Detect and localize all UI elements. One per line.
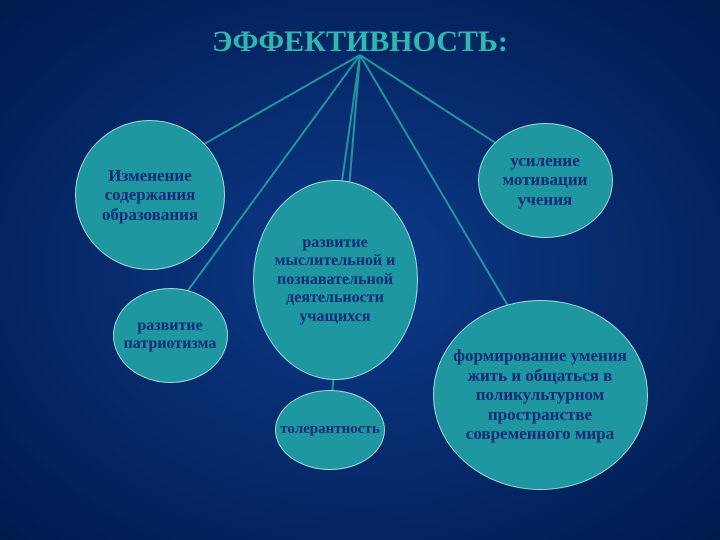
node-n3: развитие мыслительной и познавательной д… [253, 180, 418, 380]
node-n1: Изменение содержания образования [75, 120, 225, 270]
node-n5: усиление мотивации учения [478, 123, 613, 238]
node-n4: толерантность [275, 390, 385, 470]
node-label: Изменение содержания образования [86, 166, 214, 225]
node-label: развитие мыслительной и познавательной д… [264, 234, 407, 326]
node-label: развитие патриотизма [124, 317, 217, 354]
node-label: толерантность [280, 421, 380, 438]
node-n2: развитие патриотизма [113, 288, 228, 383]
diagram-title: ЭФФЕКТИВНОСТЬ: [0, 25, 720, 59]
diagram-stage: ЭФФЕКТИВНОСТЬ: Изменение содержания обра… [0, 0, 720, 540]
node-label: усиление мотивации учения [489, 151, 602, 210]
node-n6: формирование умения жить и общаться в по… [433, 300, 648, 490]
node-label: формирование умения жить и общаться в по… [444, 346, 637, 444]
